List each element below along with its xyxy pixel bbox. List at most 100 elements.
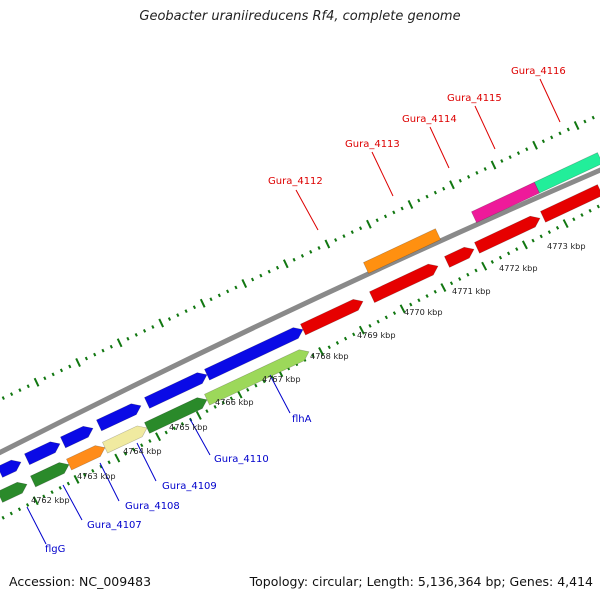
gene-feature-cyan[interactable] (534, 152, 600, 194)
gene-label-flha[interactable]: flhA (292, 414, 312, 425)
gene-label-gura_4108[interactable]: Gura_4108 (125, 501, 180, 512)
gene-feature-blue[interactable] (24, 441, 61, 466)
gene-label-gura_4115[interactable]: Gura_4115 (447, 93, 502, 104)
gene-feature-green[interactable] (0, 481, 28, 503)
gene-feature-orange[interactable] (363, 228, 441, 274)
minor-tick (51, 372, 55, 377)
kbp-label: 4762 kbp (31, 495, 70, 505)
gene-feature-blue[interactable] (144, 372, 208, 409)
minor-tick (467, 174, 471, 179)
minor-tick (172, 426, 176, 431)
gene-label-gura_4114[interactable]: Gura_4114 (402, 114, 457, 125)
gene-feature-green[interactable] (144, 397, 208, 434)
minor-tick (458, 277, 462, 281)
minor-tick (474, 268, 478, 273)
gene-feature-red[interactable] (474, 215, 541, 254)
gene-feature-blue[interactable] (204, 327, 304, 381)
gene-feature-red[interactable] (540, 184, 600, 223)
minor-tick (433, 289, 437, 294)
minor-tick (109, 344, 113, 349)
minor-tick (498, 255, 503, 260)
minor-tick (42, 494, 46, 499)
minor-tick (123, 451, 128, 456)
minor-tick (596, 204, 600, 209)
minor-tick (383, 214, 388, 219)
major-tick (562, 219, 569, 229)
minor-tick (205, 409, 209, 414)
kbp-label: 4766 kbp (215, 397, 254, 407)
gene-feature-lightgreen[interactable] (204, 349, 310, 406)
kbp-label: 4773 kbp (547, 241, 586, 251)
minor-tick (531, 238, 535, 243)
minor-tick (591, 115, 595, 120)
minor-tick (400, 206, 404, 211)
kbp-label: 4772 kbp (499, 263, 538, 273)
tick-row-lower (1, 204, 600, 520)
minor-tick (18, 388, 22, 393)
gene-label-gura_4113[interactable]: Gura_4113 (345, 139, 400, 150)
minor-tick (506, 251, 511, 256)
minor-tick (292, 257, 296, 262)
minor-tick (234, 285, 238, 290)
gene-feature-orange[interactable] (66, 445, 106, 471)
minor-tick (213, 405, 217, 409)
minor-tick (311, 353, 315, 358)
minor-tick (164, 430, 168, 435)
minor-tick (101, 348, 105, 353)
gene-labels: Gura_4112 Gura_4113 Gura_4114 Gura_4115 Gura… (26, 66, 566, 555)
major-tick (573, 120, 580, 130)
tick-marks (1, 112, 600, 520)
minor-tick (66, 481, 71, 486)
minor-tick (516, 151, 521, 156)
kbp-label: 4765 kbp (169, 422, 208, 432)
leader-line (539, 78, 561, 123)
kbp-labels: 4762 kbp 4763 kbp 4764 kbp 4765 kbp 4766 kbp… (31, 241, 586, 505)
minor-tick (68, 364, 72, 369)
gene-feature-red[interactable] (300, 299, 364, 336)
gene-label-gura_4109[interactable]: Gura_4109 (162, 481, 217, 492)
minor-tick (221, 400, 225, 405)
leader-line (136, 442, 157, 482)
minor-tick (50, 490, 54, 495)
minor-tick (250, 277, 255, 282)
minor-tick (490, 260, 494, 264)
minor-tick (151, 325, 155, 329)
major-tick (114, 453, 121, 463)
minor-tick (26, 384, 30, 389)
major-tick (481, 261, 488, 271)
minor-tick (99, 464, 103, 469)
minor-tick (555, 225, 560, 230)
minor-tick (131, 447, 136, 452)
major-tick (158, 318, 165, 328)
minor-tick (566, 127, 570, 132)
kbp-label: 4764 kbp (123, 446, 162, 456)
minor-tick (309, 250, 313, 254)
minor-tick (140, 443, 144, 448)
minor-tick (142, 329, 147, 333)
gene-feature-green[interactable] (30, 462, 70, 488)
gene-feature-blue[interactable] (0, 459, 22, 478)
minor-tick (270, 375, 274, 379)
minor-tick (259, 273, 263, 278)
minor-tick (539, 234, 543, 239)
minor-tick (176, 313, 180, 317)
leader-line (189, 418, 211, 456)
minor-tick (508, 155, 512, 159)
leader-line (371, 151, 394, 197)
gene-label-gura_4116[interactable]: Gura_4116 (511, 66, 566, 77)
gene-feature-blue[interactable] (60, 425, 94, 449)
gene-label-gura_4112[interactable]: Gura_4112 (268, 176, 323, 187)
gene-feature-red[interactable] (444, 246, 475, 268)
minor-tick (541, 139, 545, 144)
gene-feature-yellow[interactable] (102, 425, 148, 454)
gene-label-gura_4107[interactable]: Gura_4107 (87, 520, 142, 531)
minor-tick (425, 194, 429, 199)
minor-tick (358, 226, 363, 231)
kbp-label: 4770 kbp (404, 307, 443, 317)
gene-label-flgg[interactable]: flgG (45, 544, 65, 555)
gene-feature-blue[interactable] (96, 403, 142, 432)
gene-label-gura_4110[interactable]: Gura_4110 (214, 454, 269, 465)
gene-feature-red[interactable] (369, 263, 439, 303)
major-tick (532, 140, 538, 150)
